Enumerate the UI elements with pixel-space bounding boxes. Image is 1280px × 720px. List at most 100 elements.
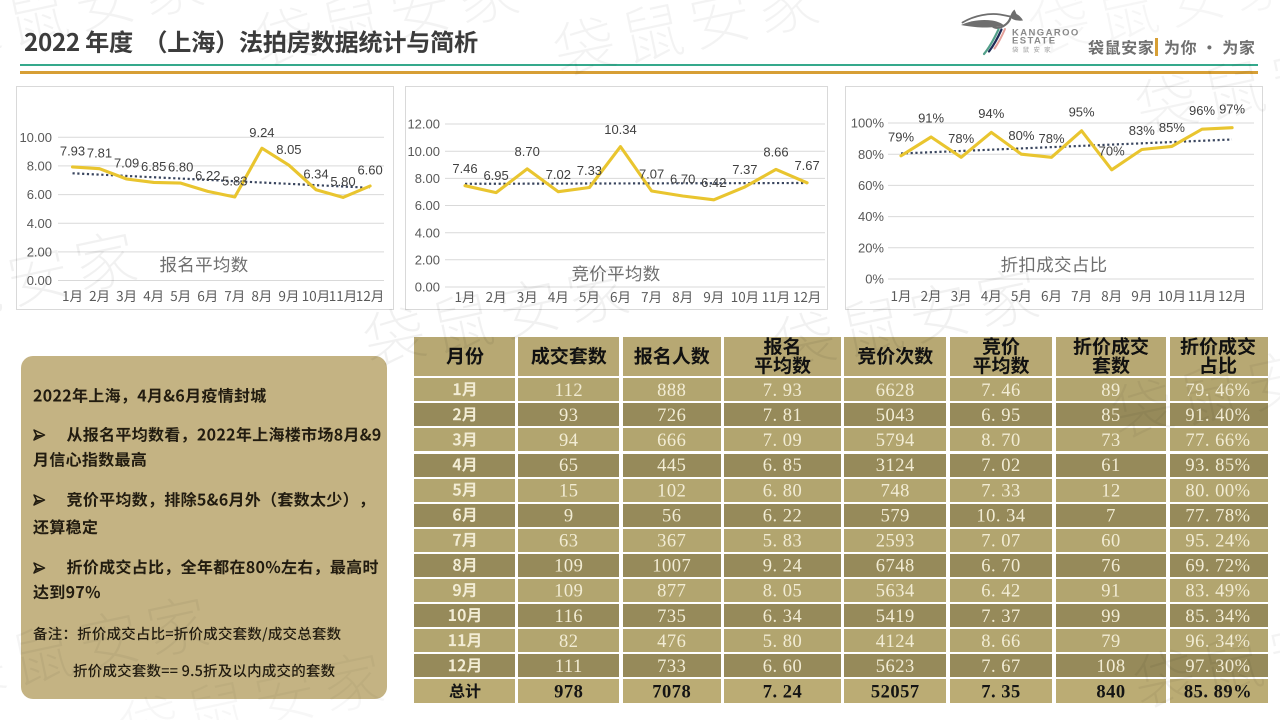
- svg-text:6628: 6628: [876, 381, 915, 401]
- svg-text:8.00: 8.00: [27, 159, 52, 174]
- svg-text:78%: 78%: [1038, 131, 1064, 146]
- svg-text:8. 05: 8. 05: [763, 582, 803, 602]
- svg-text:109: 109: [554, 582, 583, 602]
- svg-text:94: 94: [559, 431, 579, 451]
- svg-text:6. 42: 6. 42: [981, 582, 1021, 602]
- svg-text:108: 108: [1096, 657, 1125, 677]
- svg-text:5634: 5634: [876, 582, 915, 602]
- svg-text:6. 22: 6. 22: [763, 506, 803, 526]
- svg-text:8.66: 8.66: [763, 145, 788, 160]
- svg-text:0%: 0%: [865, 272, 884, 287]
- svg-text:5.80: 5.80: [330, 174, 355, 189]
- svg-text:8.70: 8.70: [515, 144, 540, 159]
- svg-text:4.00: 4.00: [415, 225, 440, 240]
- svg-text:877: 877: [657, 582, 686, 602]
- svg-text:76: 76: [1101, 557, 1121, 577]
- svg-text:7.07: 7.07: [639, 166, 664, 181]
- svg-text:5043: 5043: [876, 406, 915, 426]
- svg-text:116: 116: [555, 607, 584, 627]
- svg-text:77. 78%: 77. 78%: [1185, 506, 1250, 526]
- svg-text:10.34: 10.34: [604, 122, 637, 137]
- svg-text:3124: 3124: [876, 456, 915, 476]
- svg-text:7. 24: 7. 24: [763, 683, 803, 703]
- svg-text:10.00: 10.00: [407, 144, 440, 159]
- svg-text:12: 12: [1101, 481, 1121, 501]
- svg-text:97. 30%: 97. 30%: [1185, 657, 1250, 677]
- svg-text:52057: 52057: [871, 683, 920, 703]
- svg-text:7. 02: 7. 02: [981, 456, 1021, 476]
- svg-text:7. 33: 7. 33: [981, 481, 1021, 501]
- svg-text:7078: 7078: [652, 683, 691, 703]
- svg-text:7. 67: 7. 67: [981, 657, 1021, 677]
- svg-text:95. 24%: 95. 24%: [1185, 532, 1250, 552]
- svg-text:8. 70: 8. 70: [981, 431, 1021, 451]
- svg-text:6. 34: 6. 34: [763, 607, 803, 627]
- svg-text:93: 93: [559, 406, 579, 426]
- svg-text:840: 840: [1096, 683, 1125, 703]
- svg-text:73: 73: [1101, 431, 1121, 451]
- svg-text:0.00: 0.00: [415, 280, 440, 295]
- svg-text:2.00: 2.00: [415, 252, 440, 267]
- svg-text:78%: 78%: [948, 131, 974, 146]
- svg-text:6.34: 6.34: [303, 166, 328, 181]
- svg-text:7. 46: 7. 46: [981, 381, 1021, 401]
- svg-text:15: 15: [559, 481, 579, 501]
- svg-text:733: 733: [657, 657, 686, 677]
- svg-text:5. 83: 5. 83: [763, 532, 803, 552]
- svg-text:8.05: 8.05: [276, 142, 301, 157]
- svg-text:6.22: 6.22: [195, 168, 220, 183]
- svg-text:85%: 85%: [1159, 120, 1185, 135]
- svg-text:5794: 5794: [876, 431, 915, 451]
- svg-text:60: 60: [1101, 532, 1121, 552]
- svg-text:579: 579: [881, 506, 910, 526]
- svg-text:102: 102: [657, 481, 686, 501]
- svg-text:5419: 5419: [876, 607, 915, 627]
- svg-text:6.00: 6.00: [27, 187, 52, 202]
- svg-text:77. 66%: 77. 66%: [1185, 431, 1250, 451]
- svg-text:85. 34%: 85. 34%: [1185, 607, 1250, 627]
- svg-text:7. 09: 7. 09: [763, 431, 803, 451]
- svg-text:4124: 4124: [876, 632, 915, 652]
- svg-text:80%: 80%: [858, 147, 884, 162]
- svg-text:7.81: 7.81: [87, 145, 112, 160]
- svg-text:85: 85: [1101, 406, 1121, 426]
- svg-text:56: 56: [662, 506, 682, 526]
- svg-text:111: 111: [555, 657, 583, 677]
- svg-text:83%: 83%: [1129, 123, 1155, 138]
- svg-text:8. 66: 8. 66: [981, 632, 1021, 652]
- svg-text:6. 60: 6. 60: [763, 657, 803, 677]
- svg-text:6. 95: 6. 95: [981, 406, 1021, 426]
- svg-text:63: 63: [559, 532, 579, 552]
- svg-text:2593: 2593: [876, 532, 915, 552]
- svg-text:89: 89: [1101, 381, 1121, 401]
- svg-text:978: 978: [554, 683, 583, 703]
- svg-text:726: 726: [657, 406, 686, 426]
- svg-text:7.09: 7.09: [114, 156, 139, 171]
- svg-text:70%: 70%: [1099, 143, 1125, 158]
- svg-text:9: 9: [564, 506, 574, 526]
- svg-text:61: 61: [1101, 456, 1121, 476]
- svg-text:80%: 80%: [1008, 128, 1034, 143]
- svg-text:445: 445: [657, 456, 686, 476]
- svg-text:96%: 96%: [1189, 103, 1215, 118]
- svg-text:40%: 40%: [858, 209, 884, 224]
- svg-text:109: 109: [554, 557, 583, 577]
- svg-text:79: 79: [1101, 632, 1121, 652]
- svg-text:5.83: 5.83: [222, 174, 247, 189]
- svg-text:20%: 20%: [858, 240, 884, 255]
- svg-text:6.80: 6.80: [168, 160, 193, 175]
- svg-text:666: 666: [657, 431, 686, 451]
- svg-text:7. 81: 7. 81: [763, 406, 803, 426]
- svg-text:6. 85: 6. 85: [763, 456, 803, 476]
- svg-text:9. 24: 9. 24: [763, 557, 803, 577]
- svg-text:7.93: 7.93: [60, 144, 85, 159]
- svg-text:93. 85%: 93. 85%: [1185, 456, 1250, 476]
- svg-text:79%: 79%: [888, 129, 914, 144]
- svg-text:6.70: 6.70: [670, 171, 695, 186]
- svg-text:99: 99: [1101, 607, 1121, 627]
- svg-text:735: 735: [657, 607, 686, 627]
- svg-text:7.67: 7.67: [794, 158, 819, 173]
- svg-text:7. 37: 7. 37: [981, 607, 1021, 627]
- svg-text:5. 80: 5. 80: [763, 632, 803, 652]
- svg-text:6. 80: 6. 80: [763, 481, 803, 501]
